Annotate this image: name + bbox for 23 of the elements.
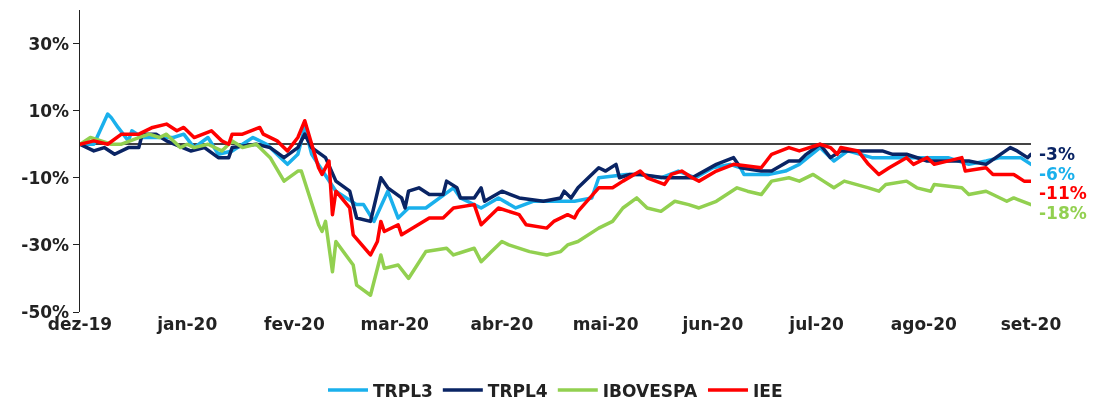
line-series: [80, 118, 1031, 257]
y-tick-label: 30%: [28, 33, 70, 54]
y-tick-label: -30%: [21, 234, 70, 255]
x-tick-label: mar-20: [360, 314, 429, 334]
x-tick-label: ago-20: [890, 314, 957, 334]
legend-label: IEE: [752, 380, 783, 401]
x-tick-label: jun-20: [681, 314, 744, 334]
y-tick-label: -10%: [21, 167, 70, 188]
x-tick-label: fev-20: [264, 314, 325, 334]
legend-label: TRPL3: [373, 380, 433, 401]
legend-label: IBOVESPA: [602, 380, 698, 401]
line-series: [80, 132, 1031, 297]
annotation: -6%: [1039, 164, 1075, 184]
x-tick-label: mai-20: [572, 314, 639, 334]
x-tick-label: set-20: [1000, 314, 1062, 334]
annotation: -18%: [1039, 203, 1087, 223]
legend-label: TRPL4: [487, 380, 548, 401]
annotation: -3%: [1039, 144, 1075, 164]
x-tick-label: abr-20: [470, 314, 534, 334]
x-tick-label: jan-20: [156, 314, 218, 334]
y-tick-label: 10%: [28, 100, 70, 121]
annotation: -11%: [1039, 183, 1087, 203]
x-tick-label: jul-20: [788, 314, 844, 334]
